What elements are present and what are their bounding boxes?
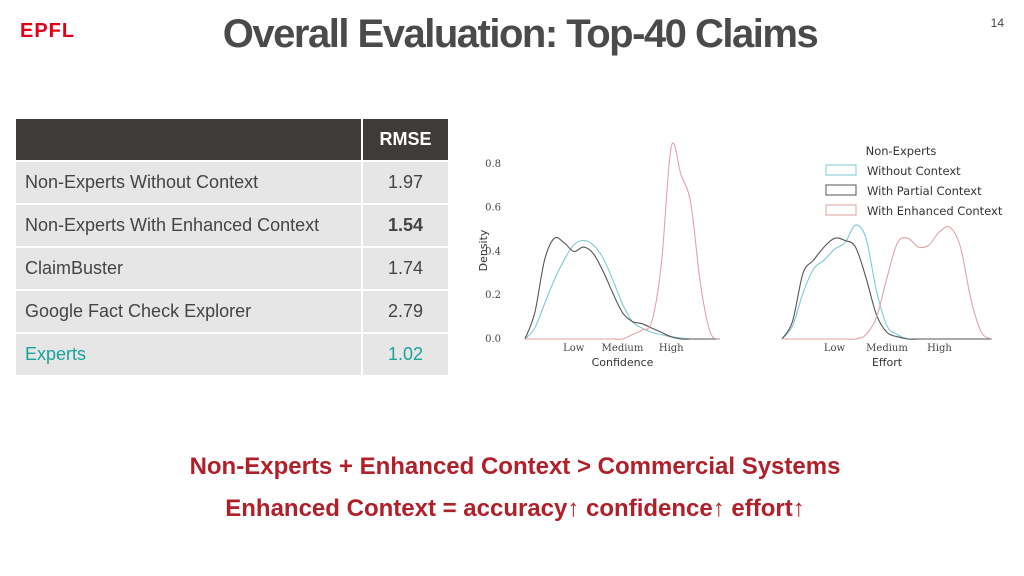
legend-entry: With Partial Context <box>867 184 982 198</box>
row-rmse: 1.74 <box>361 246 450 291</box>
x-tick-label: Medium <box>602 343 644 354</box>
density-line <box>781 237 992 340</box>
conclusion-line-1: Non-Experts + Enhanced Context > Commerc… <box>189 453 841 480</box>
legend-entry: With Enhanced Context <box>867 204 1003 218</box>
row-name: ClaimBuster <box>14 246 363 291</box>
y-tick-label: 0.0 <box>485 334 501 345</box>
row-rmse: 1.97 <box>361 160 450 205</box>
row-rmse: 1.02 <box>361 332 450 377</box>
table-header-cell <box>14 117 363 162</box>
x-tick-label: High <box>927 343 952 354</box>
legend-swatch <box>825 184 857 196</box>
y-axis-label: Density <box>477 229 490 271</box>
effort-density-chart: Low Medium High Effort Non-Experts Without Co… <box>781 144 1003 369</box>
table-row: ClaimBuster 1.74 <box>14 246 450 291</box>
x-axis-label: Effort <box>872 356 903 369</box>
legend-entry: Without Context <box>867 164 961 178</box>
y-tick-label: 0.4 <box>485 246 501 257</box>
legend-swatch <box>825 164 857 176</box>
rmse-table: RMSE Non-Experts Without Context 1.97 No… <box>14 117 450 377</box>
density-line <box>782 226 993 340</box>
table-row-experts: Experts 1.02 <box>14 332 450 377</box>
density-line <box>525 142 721 340</box>
table-row: Non-Experts With Enhanced Context 1.54 <box>14 203 450 248</box>
x-tick-label: Low <box>563 343 585 354</box>
x-tick-label: Low <box>824 343 846 354</box>
row-name: Google Fact Check Explorer <box>14 289 363 334</box>
x-tick-label: High <box>659 343 684 354</box>
table-row: Google Fact Check Explorer 2.79 <box>14 289 450 334</box>
y-tick-label: 0.8 <box>485 159 501 170</box>
confidence-density-chart: Low Medium High 0.0 0.2 0.4 0.6 0.8 Confidence De… <box>477 142 721 369</box>
row-name: Non-Experts Without Context <box>14 160 363 205</box>
legend-title: Non-Experts <box>866 144 937 158</box>
x-axis-label: Confidence <box>592 356 654 369</box>
y-tick-label: 0.2 <box>485 290 501 301</box>
table-row: Non-Experts Without Context 1.97 <box>14 160 450 205</box>
slide-title: Overall Evaluation: Top-40 Claims <box>222 12 819 56</box>
row-rmse: 2.79 <box>361 289 450 334</box>
conclusion-line-2: Enhanced Context = accuracy↑ confidence↑… <box>225 495 805 522</box>
density-line <box>781 224 992 340</box>
density-line <box>524 236 720 340</box>
x-tick-label: Medium <box>866 343 908 354</box>
legend-swatch <box>825 204 857 216</box>
y-tick-label: 0.6 <box>485 203 501 214</box>
row-name: Non-Experts With Enhanced Context <box>14 203 363 248</box>
row-rmse: 1.54 <box>361 203 450 248</box>
density-line <box>524 239 720 340</box>
epfl-logo: EPFL <box>20 20 76 42</box>
table-header-cell-rmse: RMSE <box>361 117 450 162</box>
table-header-row: RMSE <box>14 117 450 162</box>
slide-number: 14 <box>990 16 1004 30</box>
row-name: Experts <box>14 332 363 377</box>
